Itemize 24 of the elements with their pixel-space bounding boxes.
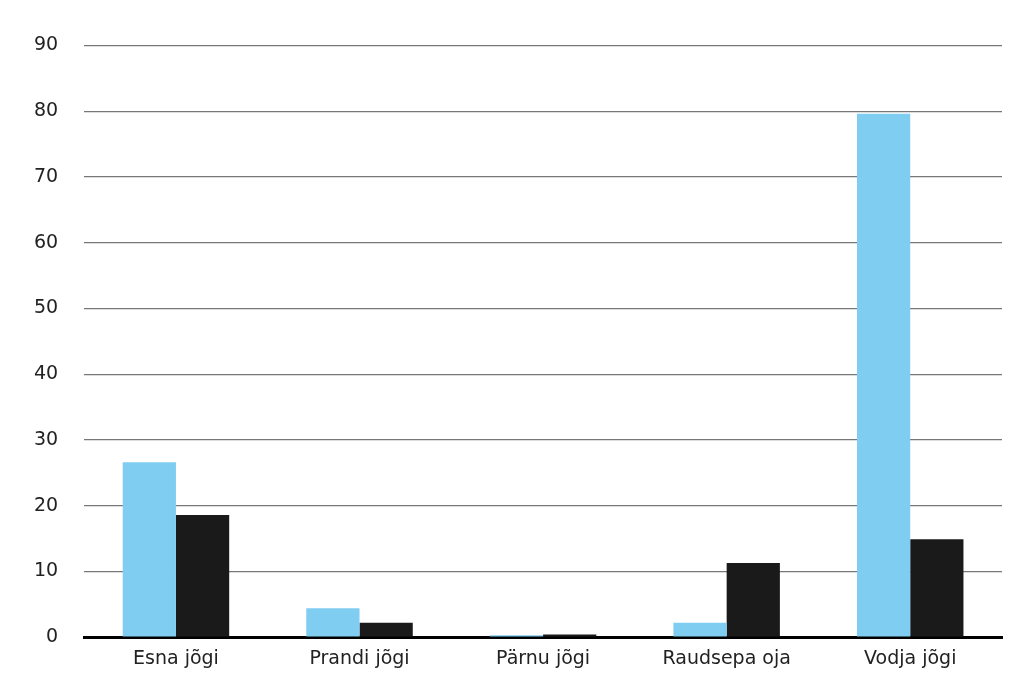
bar (306, 608, 360, 637)
bar (359, 622, 413, 637)
x-tick-label: Prandi jõgi (309, 645, 410, 668)
y-tick-label: 80 (33, 98, 59, 121)
y-tick-label: 20 (33, 492, 59, 515)
y-tick-label: 60 (33, 229, 59, 252)
x-tick-label: Esna jõgi (133, 645, 219, 668)
y-tick-label: 70 (33, 163, 59, 186)
x-tick-label: Vodja jõgi (864, 645, 957, 668)
y-tick-label: 30 (33, 426, 59, 449)
bar (175, 514, 230, 637)
bar (543, 634, 597, 637)
bar (673, 622, 727, 637)
bar (910, 539, 964, 637)
bar (122, 462, 176, 637)
y-tick-label: 90 (33, 32, 59, 55)
y-tick-label: 50 (33, 295, 59, 318)
y-tick-label: 0 (46, 624, 59, 647)
bar (726, 562, 780, 637)
y-tick-label: 10 (33, 558, 59, 581)
x-tick-label: Pärnu jõgi (496, 645, 591, 668)
x-tick-label: Raudsepa oja (662, 645, 791, 668)
y-tick-label: 40 (33, 361, 59, 384)
bar (856, 113, 911, 637)
